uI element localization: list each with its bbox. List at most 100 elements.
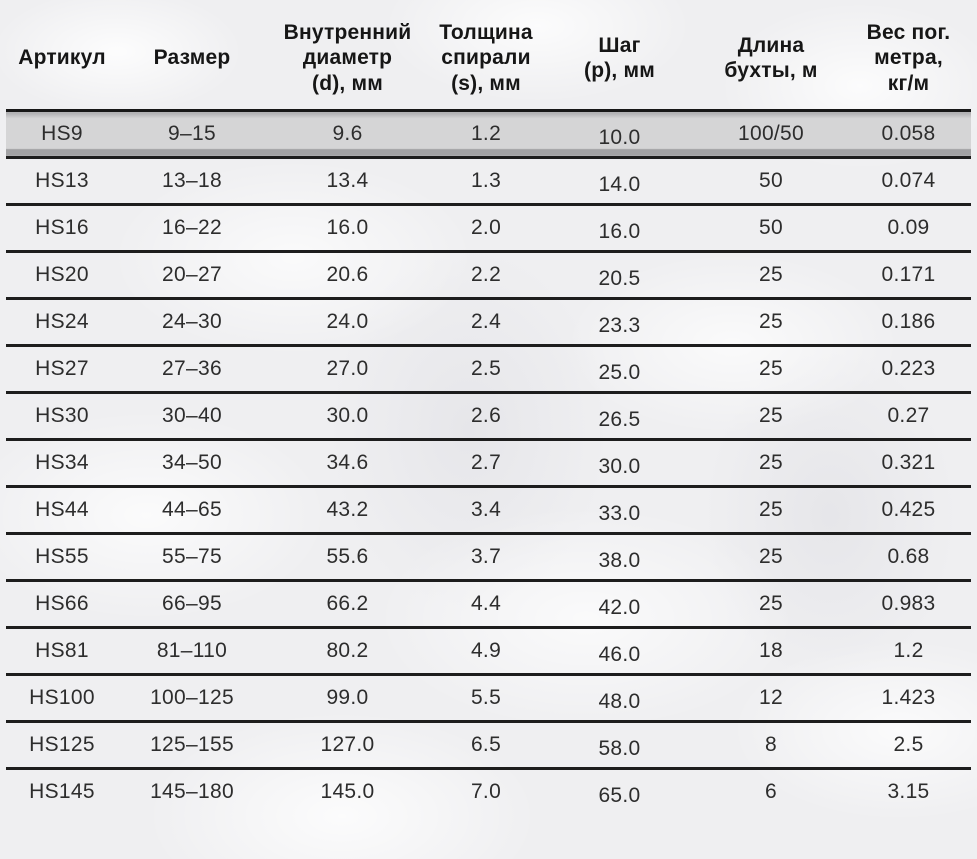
table-row: HS55 55–75 55.6 3.7 38.0 25 0.68 xyxy=(6,533,971,580)
cell-inner-diameter: 145.0 xyxy=(320,780,375,804)
cell-inner-diameter: 30.0 xyxy=(326,403,369,427)
cell-weight: 0.983 xyxy=(881,591,936,615)
cell-weight: 0.27 xyxy=(887,403,930,427)
table-row: HS20 20–27 20.6 2.2 20.5 25 0.171 xyxy=(6,251,971,298)
table-row: HS16 16–22 16.0 2.0 16.0 50 0.09 xyxy=(6,204,971,251)
cell-coil-length: 50 xyxy=(759,168,783,192)
cell-coil-length: 25 xyxy=(759,544,783,568)
cell-weight: 0.09 xyxy=(887,215,930,239)
cell-article: HS24 xyxy=(35,309,89,333)
table-body: HS9 9–15 9.6 1.2 10.0 100/50 0.058 HS13 … xyxy=(6,110,971,815)
cell-coil-length: 25 xyxy=(759,591,783,615)
cell-weight: 3.15 xyxy=(887,780,930,804)
cell-inner-diameter: 55.6 xyxy=(326,544,369,568)
column-header-spiral-thickness: Толщина спирали (s), мм xyxy=(439,20,533,96)
cell-coil-length: 25 xyxy=(759,309,783,333)
cell-spiral-thickness: 2.6 xyxy=(470,403,502,427)
cell-weight: 0.058 xyxy=(846,110,971,157)
cell-weight: 0.074 xyxy=(881,168,936,192)
cell-inner-diameter: 127.0 xyxy=(320,732,375,756)
cell-spiral-thickness: 2.4 xyxy=(470,309,502,333)
cell-pitch: 20.5 xyxy=(598,266,641,290)
cell-coil-length: 25 xyxy=(759,356,783,380)
cell-size: 100–125 xyxy=(150,685,234,709)
cell-coil-length: 50 xyxy=(759,215,783,239)
cell-article: HS125 xyxy=(29,732,95,756)
cell-size: 16–22 xyxy=(162,215,222,239)
cell-spiral-thickness: 2.5 xyxy=(470,356,502,380)
cell-inner-diameter: 99.0 xyxy=(326,685,369,709)
cell-weight: 0.321 xyxy=(881,450,936,474)
cell-spiral-thickness: 7.0 xyxy=(470,780,502,804)
cell-inner-diameter: 66.2 xyxy=(326,591,369,615)
cell-pitch: 23.3 xyxy=(598,313,641,337)
column-header-weight: Вес пог. метра, кг/м xyxy=(866,20,951,96)
column-header-article: Артикул xyxy=(18,46,106,70)
table-row: HS145 145–180 145.0 7.0 65.0 6 3.15 xyxy=(6,768,971,815)
cell-size: 13–18 xyxy=(162,168,222,192)
cell-inner-diameter: 80.2 xyxy=(326,638,369,662)
cell-pitch: 42.0 xyxy=(598,595,641,619)
cell-spiral-thickness: 1.2 xyxy=(429,110,543,157)
table-row: HS27 27–36 27.0 2.5 25.0 25 0.223 xyxy=(6,345,971,392)
cell-spiral-thickness: 3.4 xyxy=(470,497,502,521)
cell-pitch: 46.0 xyxy=(598,642,641,666)
cell-spiral-thickness: 4.9 xyxy=(470,638,502,662)
cell-inner-diameter: 13.4 xyxy=(326,168,369,192)
cell-article: HS20 xyxy=(35,262,89,286)
cell-inner-diameter: 24.0 xyxy=(326,309,369,333)
cell-weight: 2.5 xyxy=(893,732,924,756)
table-row: HS100 100–125 99.0 5.5 48.0 12 1.423 xyxy=(6,674,971,721)
cell-spiral-thickness: 5.5 xyxy=(470,685,502,709)
column-header-size: Размер xyxy=(153,46,231,70)
table-row: HS30 30–40 30.0 2.6 26.5 25 0.27 xyxy=(6,392,971,439)
column-header-inner-diameter: Внутренний диаметр (d), мм xyxy=(283,20,412,96)
cell-coil-length: 25 xyxy=(759,450,783,474)
cell-article: HS9 xyxy=(6,110,118,157)
table-row: HS66 66–95 66.2 4.4 42.0 25 0.983 xyxy=(6,580,971,627)
cell-pitch: 30.0 xyxy=(598,454,641,478)
cell-size: 20–27 xyxy=(162,262,222,286)
cell-weight: 0.425 xyxy=(881,497,936,521)
column-header-coil-length: Длина бухты, м xyxy=(724,33,818,83)
cell-size: 44–65 xyxy=(162,497,222,521)
cell-article: HS44 xyxy=(35,497,89,521)
cell-spiral-thickness: 6.5 xyxy=(470,732,502,756)
cell-size: 30–40 xyxy=(162,403,222,427)
cell-size: 27–36 xyxy=(162,356,222,380)
cell-weight: 0.171 xyxy=(881,262,936,286)
cell-weight: 1.423 xyxy=(881,685,936,709)
cell-size: 66–95 xyxy=(162,591,222,615)
cell-pitch: 25.0 xyxy=(598,360,641,384)
cell-article: HS100 xyxy=(29,685,95,709)
cell-spiral-thickness: 1.3 xyxy=(470,168,502,192)
cell-size: 125–155 xyxy=(150,732,234,756)
cell-pitch: 58.0 xyxy=(598,736,641,760)
cell-inner-diameter: 34.6 xyxy=(326,450,369,474)
cell-size: 24–30 xyxy=(162,309,222,333)
table-row: HS125 125–155 127.0 6.5 58.0 8 2.5 xyxy=(6,721,971,768)
cell-pitch: 38.0 xyxy=(598,548,641,572)
cell-size: 34–50 xyxy=(162,450,222,474)
cell-weight: 0.223 xyxy=(881,356,936,380)
cell-coil-length: 8 xyxy=(765,732,777,756)
table-row: HS9 9–15 9.6 1.2 10.0 100/50 0.058 xyxy=(6,110,971,157)
column-header-pitch: Шаг (p), мм xyxy=(584,33,655,83)
cell-weight: 0.186 xyxy=(881,309,936,333)
cell-article: HS16 xyxy=(35,215,89,239)
spec-table: Артикул Размер Внутренний диаметр (d), м… xyxy=(6,0,971,815)
cell-size: 145–180 xyxy=(150,780,234,804)
table-row: HS24 24–30 24.0 2.4 23.3 25 0.186 xyxy=(6,298,971,345)
cell-article: HS27 xyxy=(35,356,89,380)
cell-coil-length: 12 xyxy=(759,685,783,709)
table-row: HS81 81–110 80.2 4.9 46.0 18 1.2 xyxy=(6,627,971,674)
cell-pitch: 26.5 xyxy=(598,407,641,431)
cell-size: 55–75 xyxy=(162,544,222,568)
cell-coil-length: 18 xyxy=(759,638,783,662)
table-row: HS13 13–18 13.4 1.3 14.0 50 0.074 xyxy=(6,157,971,204)
cell-coil-length: 25 xyxy=(759,497,783,521)
table-row: HS34 34–50 34.6 2.7 30.0 25 0.321 xyxy=(6,439,971,486)
cell-inner-diameter: 43.2 xyxy=(326,497,369,521)
table-row: HS44 44–65 43.2 3.4 33.0 25 0.425 xyxy=(6,486,971,533)
cell-coil-length: 100/50 xyxy=(696,110,846,157)
